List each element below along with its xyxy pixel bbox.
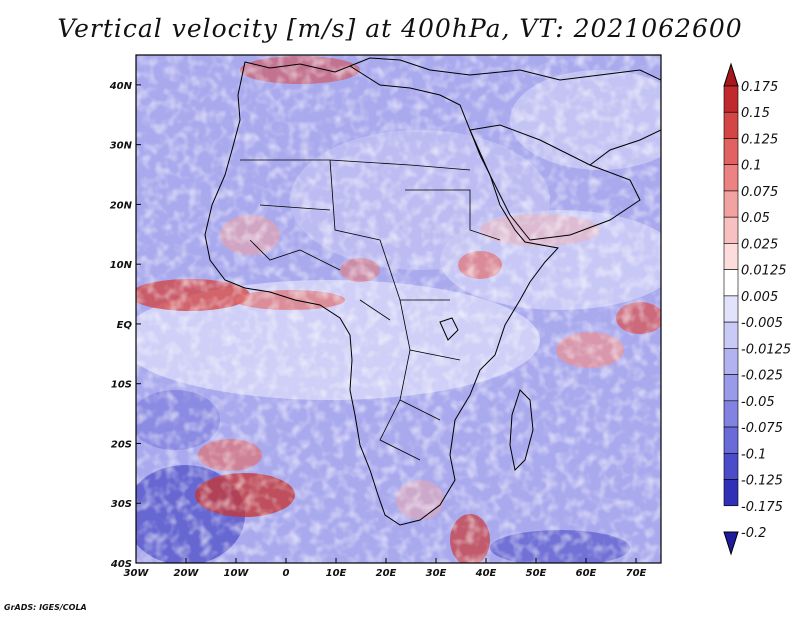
colorbar-label: 0.1: [741, 159, 762, 174]
x-tick-label: 60E: [576, 568, 597, 579]
y-tick-label: EQ: [117, 320, 133, 331]
europe-coastline: [349, 57, 661, 81]
y-tick-label: 40S: [110, 559, 132, 570]
africa-coastline: [204, 61, 559, 526]
x-tick-label: 20W: [174, 568, 200, 579]
colorbar-label: -0.075: [741, 421, 783, 436]
colorbar-swatch: [723, 85, 739, 113]
y-tick-label: 10S: [111, 380, 132, 391]
colorbar-swatch: [723, 216, 739, 244]
colorbar-label: 0.025: [741, 237, 778, 252]
colorbar-label: -0.025: [741, 369, 783, 384]
colorbar-swatch: [723, 111, 739, 139]
colorbar-swatch: [723, 374, 739, 402]
colorbar-label: 0.15: [741, 106, 770, 121]
x-tick-label: 70E: [626, 568, 647, 579]
colorbar-label: -0.0125: [741, 342, 791, 357]
colorbar-swatch: [723, 321, 739, 349]
madagascar-coastline: [509, 389, 534, 472]
internal-borders: [240, 159, 501, 461]
colorbar-swatch: [723, 190, 739, 218]
y-tick-label: 10N: [110, 260, 133, 271]
velocity-field: [136, 55, 661, 563]
asia-coastline: [589, 129, 661, 166]
colorbar-swatch: [723, 243, 739, 270]
colorbar-label: 0.05: [741, 211, 770, 226]
colorbar-label: 0.125: [741, 132, 778, 147]
y-tick-label: 40N: [109, 81, 133, 92]
colorbar-swatch: [723, 479, 739, 507]
y-tick-label: 30N: [110, 141, 133, 152]
colorbar-swatch: [723, 164, 739, 192]
map-title: Vertical velocity [m/s] at 400hPa, VT: 2…: [57, 14, 743, 43]
colorbar-max-arrow: [723, 62, 739, 87]
colorbar-min-arrow: [723, 531, 739, 556]
colorbar-label: -0.1: [741, 447, 766, 462]
colorbar-swatch: [723, 269, 739, 297]
colorbar-label: -0.125: [741, 474, 783, 489]
x-tick-label: 30E: [426, 568, 447, 579]
country-borders: [204, 57, 661, 526]
x-tick-label: 10W: [224, 568, 250, 579]
lake-victoria: [439, 317, 459, 341]
colorbar-label: 0.0125: [741, 264, 787, 279]
y-axis: 40N 30N 20N 10N EQ 10S 20S 30S 40S: [109, 81, 141, 570]
y-tick-label: 20N: [110, 200, 133, 211]
colorbar-label: -0.175: [741, 500, 783, 515]
colorbar-swatch: [723, 138, 739, 166]
colorbar-swatch: [723, 400, 739, 428]
colorbar-swatch: [723, 295, 739, 323]
x-axis: 30W 20W 10W 0 10E 20E 30E 40E 50E 60E 70E: [124, 558, 647, 579]
x-tick-label: 10E: [326, 568, 347, 579]
plot-frame: [135, 54, 662, 564]
colorbar-label: 0.005: [741, 290, 778, 305]
colorbar-swatch: [723, 348, 739, 375]
x-tick-label: 0: [283, 568, 290, 579]
grads-credit: GrADS: IGES/COLA: [4, 603, 87, 612]
x-tick-label: 20E: [376, 568, 397, 579]
y-tick-label: 20S: [111, 439, 132, 450]
y-tick-label: 30S: [111, 499, 132, 510]
colorbar-label: -0.05: [741, 395, 775, 410]
colorbar: 0.175 0.15 0.125 0.1 0.075 0.05 0.025 0.0125 0.0…: [723, 62, 791, 556]
arabia-coastline: [469, 124, 641, 241]
colorbar-label: 0.075: [741, 185, 778, 200]
colorbar-swatch: [723, 452, 739, 480]
colorbar-label: 0.175: [741, 80, 778, 95]
x-tick-label: 30W: [124, 568, 150, 579]
x-tick-label: 40E: [475, 568, 497, 579]
x-tick-label: 50E: [526, 568, 547, 579]
colorbar-label: -0.2: [741, 526, 766, 541]
colorbar-label: -0.005: [741, 316, 783, 331]
colorbar-swatch: [723, 426, 739, 454]
